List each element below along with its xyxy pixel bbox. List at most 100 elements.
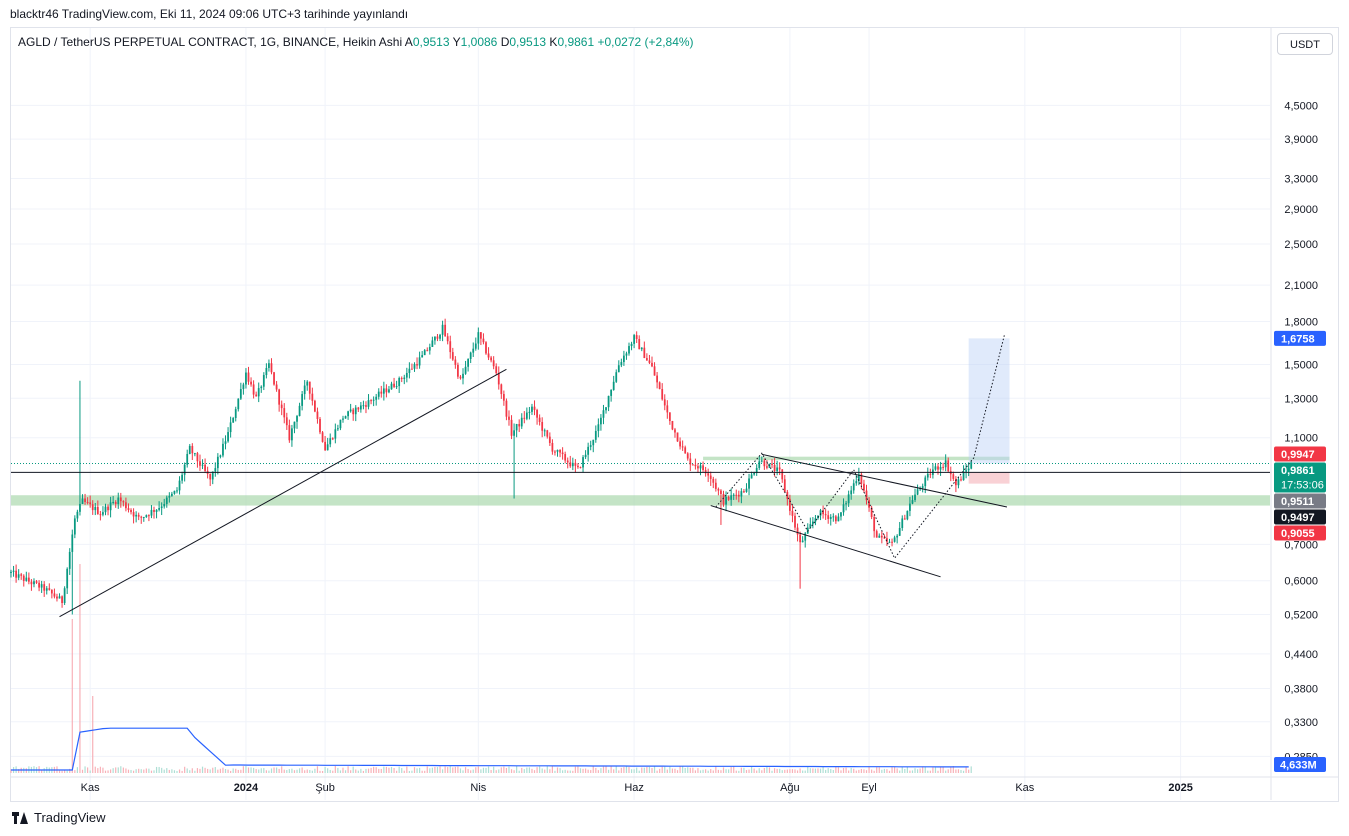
- volume-bar: [858, 769, 860, 773]
- volume-bar: [495, 770, 497, 773]
- candle-body: [459, 376, 462, 379]
- volume-bar: [273, 767, 275, 773]
- symbol-legend: AGLD / TetherUS PERPETUAL CONTRACT, 1G, …: [18, 35, 694, 49]
- volume-bar: [217, 769, 219, 773]
- candle-body: [536, 409, 538, 418]
- candle-body: [758, 461, 761, 468]
- candle-body: [947, 460, 950, 472]
- volume-bar: [171, 769, 173, 773]
- volume-bar: [773, 768, 776, 773]
- candle-body: [528, 411, 531, 413]
- candle-body: [901, 518, 904, 528]
- candle-body: [15, 570, 18, 578]
- candle-body: [242, 384, 245, 390]
- candle-body: [89, 502, 92, 505]
- candle-body: [926, 473, 929, 478]
- candle-body: [717, 488, 720, 491]
- volume-bar: [201, 766, 204, 773]
- candle-body: [50, 589, 53, 594]
- volume-bar: [373, 766, 375, 773]
- volume-bar: [332, 770, 334, 773]
- volume-bar: [490, 770, 492, 773]
- candle-body: [666, 405, 669, 413]
- volume-bar: [825, 769, 827, 773]
- volume-bar: [756, 770, 758, 773]
- candle-body: [556, 449, 559, 452]
- open-value: 0,9513: [412, 35, 450, 49]
- volume-bar: [932, 767, 934, 773]
- price-label: 0,9861: [1281, 465, 1315, 477]
- volume-bar: [692, 767, 694, 773]
- volume-bar: [327, 768, 329, 773]
- candle-body: [454, 359, 457, 365]
- candle-body: [168, 495, 171, 498]
- candle-body: [837, 516, 840, 522]
- volume-bar: [355, 769, 357, 773]
- volume-bar: [109, 769, 112, 773]
- volume-bar: [679, 766, 681, 773]
- volume-bar: [546, 766, 548, 773]
- candle-body: [903, 518, 906, 520]
- volume-bar: [163, 769, 165, 773]
- currency-button[interactable]: USDT: [1277, 33, 1333, 55]
- volume-bar: [702, 769, 704, 773]
- volume-bar: [258, 769, 260, 773]
- candle-body: [827, 515, 830, 519]
- volume-bar: [733, 766, 735, 773]
- candle-body: [183, 464, 186, 475]
- candle-body: [278, 389, 281, 405]
- volume-bar: [426, 766, 428, 773]
- volume-bar: [881, 769, 883, 773]
- volume-bar: [786, 769, 788, 773]
- volume-bar: [424, 770, 426, 773]
- candle-body: [732, 494, 735, 496]
- candle-body: [898, 527, 901, 536]
- candle-body: [232, 417, 235, 423]
- volume-bar: [347, 766, 349, 773]
- candle-body: [546, 430, 549, 437]
- y-tick-label: 0,5200: [1284, 609, 1318, 621]
- volume-bar: [439, 766, 441, 773]
- candle-body: [625, 353, 628, 356]
- candle-body: [411, 368, 413, 370]
- candle-body: [720, 490, 722, 494]
- volume-bar: [242, 766, 244, 773]
- volume-bar: [743, 767, 745, 773]
- volume-bar: [449, 766, 451, 773]
- x-tick-label: 2024: [234, 782, 259, 794]
- candle-body: [520, 417, 523, 427]
- volume-bar: [212, 767, 214, 773]
- volume-bar: [735, 770, 737, 773]
- volume-bar: [666, 769, 668, 773]
- candle-body: [934, 466, 937, 470]
- x-tick-label: Kas: [1015, 782, 1034, 794]
- volume-bar: [878, 767, 880, 773]
- volume-bar: [924, 766, 926, 773]
- candle-body: [645, 358, 648, 361]
- volume-bar: [909, 770, 911, 773]
- volume-bar: [643, 767, 645, 773]
- candle-body: [66, 568, 69, 589]
- volume-bar: [508, 766, 510, 773]
- volume-bar: [651, 767, 653, 773]
- volume-bar: [776, 768, 778, 773]
- candle-body: [125, 502, 127, 509]
- candle-body: [344, 416, 347, 419]
- y-tick-label: 0,6000: [1284, 576, 1318, 588]
- y-tick-label: 1,3000: [1284, 393, 1318, 405]
- volume-bar: [725, 769, 727, 773]
- volume-bar: [255, 769, 257, 773]
- candle-body: [906, 510, 909, 520]
- volume-bar: [505, 767, 508, 773]
- volume-bar: [454, 766, 456, 773]
- volume-bar: [518, 770, 520, 773]
- volume-bar: [245, 766, 247, 773]
- candle-body: [137, 514, 140, 517]
- volume-bar: [214, 767, 216, 773]
- candle-body: [643, 347, 646, 359]
- candle-body: [860, 474, 863, 484]
- volume-bar: [886, 769, 888, 773]
- candle-body: [191, 445, 194, 454]
- candle-body: [663, 399, 666, 406]
